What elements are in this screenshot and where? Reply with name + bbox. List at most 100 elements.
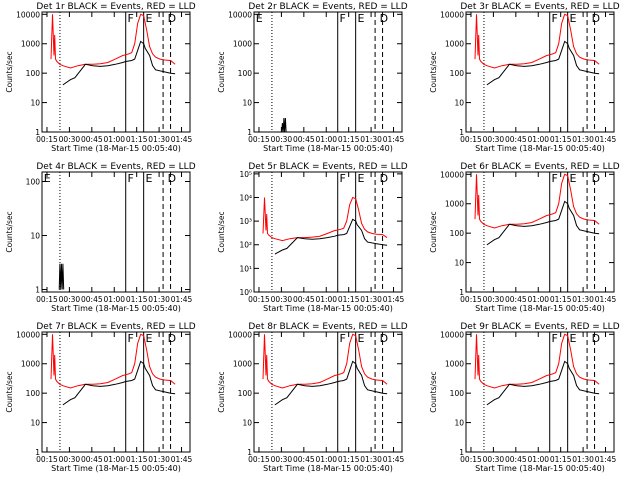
x-tick-label: 01:00 — [103, 295, 125, 304]
events-series-line — [281, 117, 287, 133]
x-tick-label: 01:30 — [360, 455, 382, 464]
x-tick-label: 00:30 — [271, 455, 293, 464]
x-axis-label: Start Time (18-Mar-15 00:05:40) — [475, 304, 605, 313]
x-tick-label: 01:00 — [527, 455, 549, 464]
x-axis-label: Start Time (18-Mar-15 00:05:40) — [263, 144, 393, 153]
x-tick-label: 01:45 — [383, 455, 405, 464]
x-tick-label: 01:00 — [315, 295, 337, 304]
lld-series-line — [50, 13, 176, 69]
y-tick-label: 1000 — [445, 200, 464, 209]
x-axis-label: Start Time (18-Mar-15 00:05:40) — [263, 464, 393, 473]
x-tick-label: 00:15 — [460, 295, 482, 304]
x-tick-label: 00:45 — [293, 455, 315, 464]
lld-series-line — [262, 196, 388, 242]
x-tick-label: 00:30 — [271, 295, 293, 304]
y-tick-label: 1000 — [233, 360, 252, 369]
x-axis-label: Start Time (18-Mar-15 00:05:40) — [475, 144, 605, 153]
x-tick-label: 01:30 — [148, 295, 170, 304]
lld-series-line — [262, 333, 388, 389]
marker-label: D — [592, 172, 600, 185]
y-tick-label: 10 — [454, 419, 464, 428]
x-tick-label: 00:45 — [81, 135, 103, 144]
panel-4: Det 4r BLACK = Events, RED = LLD 1 10 100 Co… — [5, 162, 196, 313]
x-tick-label: 01:45 — [383, 295, 405, 304]
marker-label: E — [44, 172, 51, 185]
x-tick-label: 01:00 — [103, 135, 125, 144]
x-tick-label: 00:30 — [59, 135, 81, 144]
marker-label: D — [168, 172, 176, 185]
x-tick-label: 00:45 — [505, 135, 527, 144]
lld-series-line — [474, 13, 600, 69]
y-tick-label: 100 — [450, 229, 465, 238]
plot-frame — [41, 171, 191, 293]
x-axis-label: Start Time (18-Mar-15 00:05:40) — [475, 464, 605, 473]
x-tick-label: 01:00 — [315, 455, 337, 464]
y-tick-label: 1000 — [445, 360, 464, 369]
x-tick-label: 00:30 — [59, 295, 81, 304]
marker-label: E — [145, 172, 152, 185]
plot-frame — [41, 11, 191, 133]
marker-label: D — [380, 332, 388, 345]
x-tick-label: 00:15 — [248, 295, 270, 304]
x-tick-label: 01:45 — [595, 455, 617, 464]
lld-series-line — [474, 333, 600, 389]
panel-title: Det 3r BLACK = Events, RED = LLD — [460, 2, 619, 12]
y-tick-label: 100 — [26, 178, 41, 187]
y-tick-label: 10 — [454, 259, 464, 268]
x-tick-label: 01:15 — [126, 455, 148, 464]
panel-title: Det 5r BLACK = Events, RED = LLD — [248, 162, 407, 172]
panel-2: Det 2r BLACK = Events, RED = LLD 1 10 100 10… — [217, 2, 408, 153]
x-tick-label: 01:45 — [595, 295, 617, 304]
x-tick-label: 00:45 — [81, 295, 103, 304]
panel-6: Det 6r BLACK = Events, RED = LLD 1 10 100 10… — [429, 162, 620, 313]
marker-label: E — [145, 12, 152, 25]
x-tick-label: 01:45 — [171, 295, 193, 304]
y-tick-label: 10¹ — [239, 264, 252, 273]
events-series-line — [274, 360, 388, 406]
events-series-line — [486, 40, 600, 86]
marker-label: D — [168, 12, 176, 25]
y-tick-label: 1000 — [445, 40, 464, 49]
y-axis-label: Counts/sec — [429, 51, 438, 92]
marker-label: F — [340, 12, 346, 25]
x-tick-label: 00:15 — [460, 455, 482, 464]
y-tick-label: 10000 — [440, 170, 464, 179]
marker-label: F — [128, 172, 134, 185]
events-series-line — [62, 40, 176, 86]
x-tick-label: 00:30 — [271, 135, 293, 144]
y-tick-label: 1000 — [21, 40, 40, 49]
marker-label: F — [128, 332, 134, 345]
y-tick-label: 10 — [30, 99, 40, 108]
y-tick-label: 10² — [239, 241, 252, 250]
plot-frame — [465, 171, 615, 293]
x-tick-label: 01:15 — [550, 295, 572, 304]
x-tick-label: 01:45 — [595, 135, 617, 144]
marker-label: F — [340, 172, 346, 185]
plot-frame — [253, 11, 403, 133]
panel-5: Det 5r BLACK = Events, RED = LLD 10⁰ 10¹ 10… — [217, 162, 408, 313]
y-axis-label: Counts/sec — [217, 211, 226, 252]
x-tick-label: 00:30 — [59, 455, 81, 464]
x-tick-label: 00:45 — [293, 135, 315, 144]
y-axis-label: Counts/sec — [5, 51, 14, 92]
y-tick-label: 1 — [459, 448, 464, 457]
x-tick-label: 01:15 — [126, 135, 148, 144]
x-tick-label: 00:15 — [460, 135, 482, 144]
x-tick-label: 01:15 — [338, 295, 360, 304]
panel-9: Det 9r BLACK = Events, RED = LLD 1 10 100 10… — [429, 322, 620, 473]
marker-label: F — [552, 12, 558, 25]
y-tick-label: 10 — [30, 419, 40, 428]
x-tick-label: 01:00 — [527, 295, 549, 304]
marker-label: E — [357, 172, 364, 185]
y-tick-label: 1 — [247, 448, 252, 457]
x-tick-label: 00:15 — [248, 455, 270, 464]
x-tick-label: 00:30 — [483, 135, 505, 144]
marker-label: E — [569, 332, 576, 345]
events-series-line — [486, 200, 600, 246]
panel-title: Det 4r BLACK = Events, RED = LLD — [36, 162, 195, 172]
marker-label: D — [380, 172, 388, 185]
plot-frame — [253, 171, 403, 293]
y-tick-label: 100 — [238, 389, 253, 398]
marker-label: E — [256, 12, 263, 25]
